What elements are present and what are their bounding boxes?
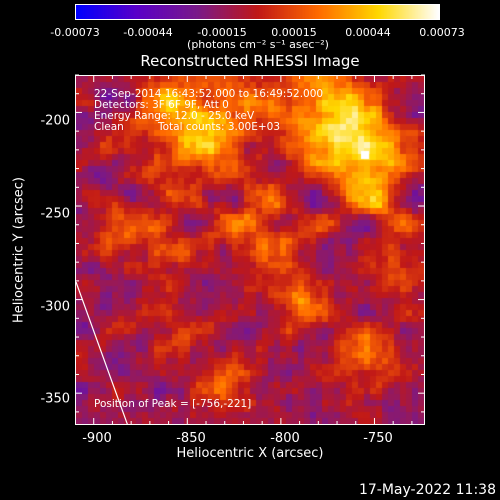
plot-area: 22-Sep-2014 16:43:52.000 to 16:49:52.000… (75, 75, 425, 425)
colorbar-tick-label: -0.00044 (123, 26, 173, 39)
colorbar-tick-label: 0.00073 (419, 26, 465, 39)
peak-position-label: Position of Peak = [-756,-221] (94, 398, 252, 410)
annotation-detectors: Detectors: 3F 6F 9F, Att 0 (94, 99, 229, 111)
colorbar-tick-label: 0.00044 (345, 26, 391, 39)
annotation-clean: Clean (94, 121, 124, 133)
y-tick-label: -300 (40, 299, 70, 315)
colorbar-tick-label: 0.00015 (271, 26, 317, 39)
x-tick-label: -750 (363, 431, 393, 446)
annotation-time-range: 22-Sep-2014 16:43:52.000 to 16:49:52.000 (94, 88, 324, 100)
annotation-clean-counts: Clean Total counts: 3.00E+03 (94, 122, 280, 133)
x-tick-label: -850 (176, 431, 206, 446)
y-axis-label: Heliocentric Y (arcsec) (11, 177, 27, 323)
y-tick-label: -200 (40, 113, 70, 129)
annotation-energy-range: Energy Range: 12.0 - 25.0 keV (94, 110, 255, 122)
colorbar-unit-label: (photons cm⁻² s⁻¹ asec⁻²) (187, 38, 329, 51)
y-tick-label: -350 (40, 391, 70, 407)
colorbar-tick-label: -0.00073 (50, 26, 100, 39)
x-axis-label: Heliocentric X (arcsec) (176, 446, 324, 461)
annotation-total-counts: Total counts: 3.00E+03 (158, 121, 281, 133)
limb-line (76, 281, 128, 424)
solar-limb-line (76, 281, 128, 424)
footer-date: 17-May-2022 11:38 (358, 482, 496, 498)
chart-title: Reconstructed RHESSI Image (140, 52, 360, 70)
y-tick-label: -250 (40, 206, 70, 222)
x-tick-label: -900 (82, 431, 112, 446)
colorbar-tick-label: -0.00015 (197, 26, 247, 39)
colorbar (75, 4, 440, 20)
heatmap-image (76, 76, 424, 424)
x-tick-label: -800 (270, 431, 300, 446)
